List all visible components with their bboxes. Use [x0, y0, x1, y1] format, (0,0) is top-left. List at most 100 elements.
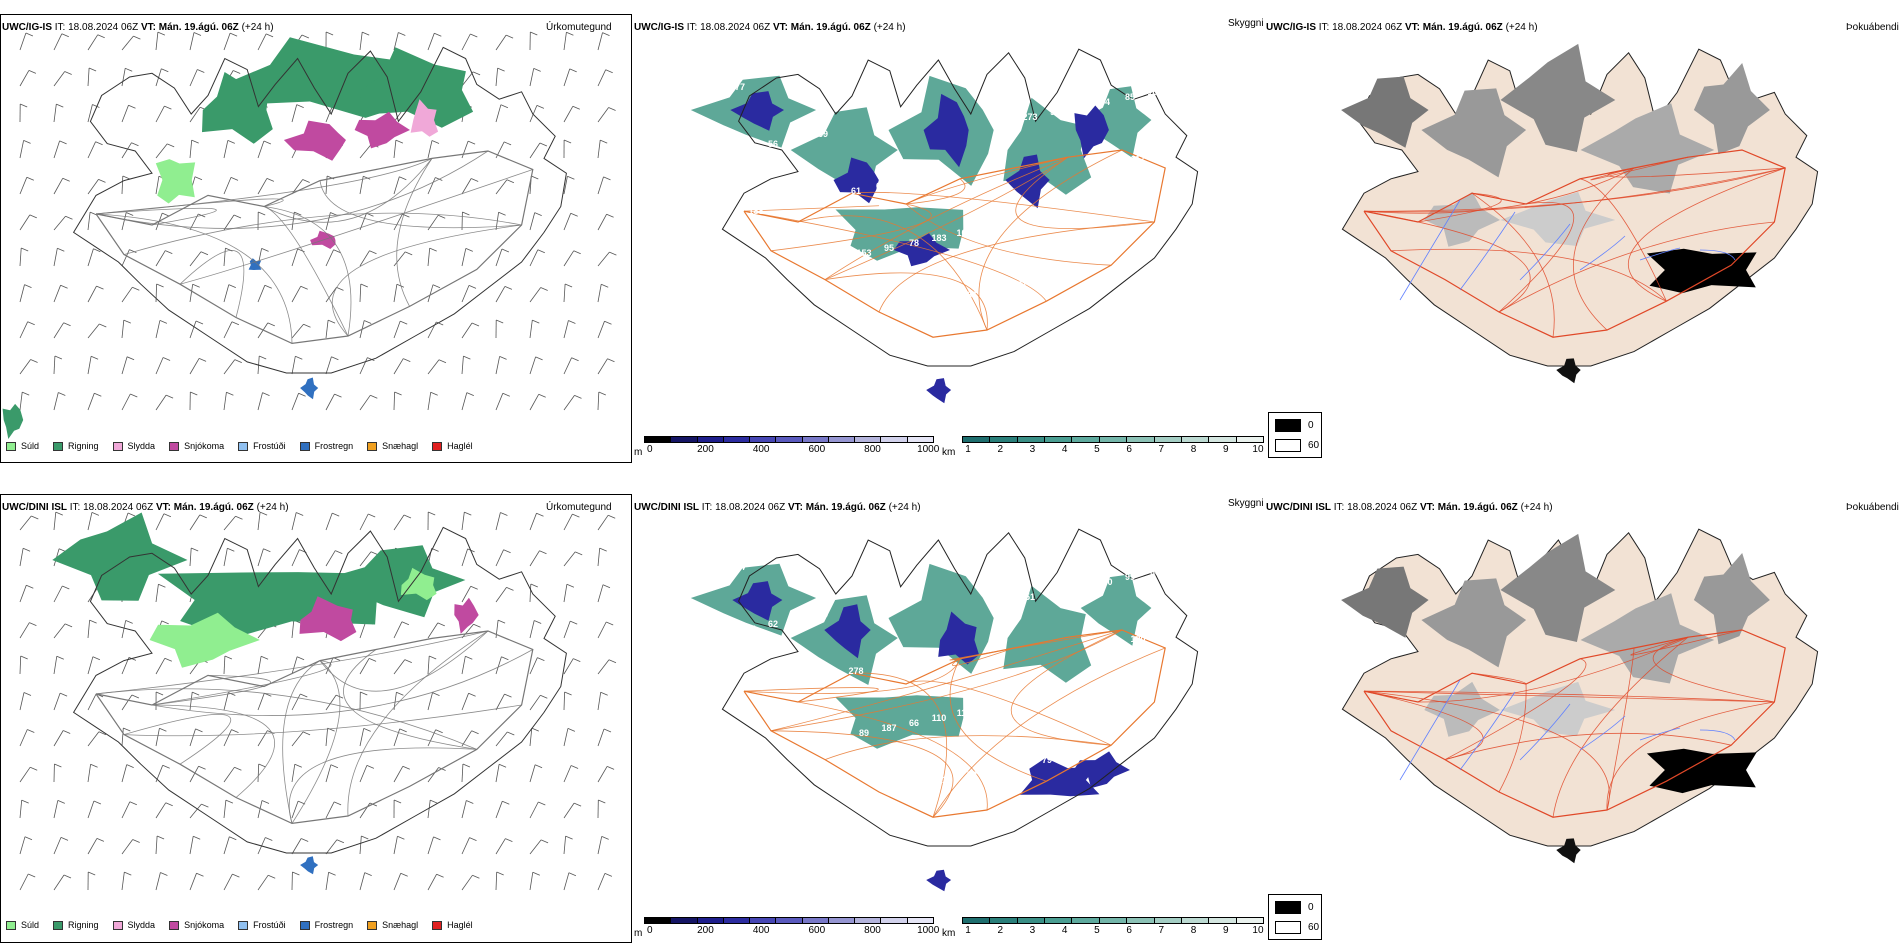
wind-barb [155, 105, 165, 123]
wind-barb [563, 620, 571, 639]
wind-barb-flag [468, 692, 476, 697]
wind-barb-flag [164, 657, 172, 662]
visibility-value: 51 [826, 191, 836, 201]
visibility-value: 102 [1147, 87, 1162, 97]
wind-barb [563, 765, 572, 783]
wind-barb [325, 801, 335, 819]
model-label: UWC/IG-IS [1266, 22, 1316, 33]
scale-swatch [963, 918, 991, 923]
ceiling-scale-1: 0 200 400 600 800 1000 [644, 436, 939, 455]
wind-barb-flag [531, 727, 539, 732]
wind-barb-flag [600, 691, 608, 696]
wind-barb [19, 655, 22, 675]
visibility-value: 64 [735, 562, 745, 572]
wind-barb [461, 140, 469, 159]
init-time: IT: 18.08.2024 06Z [1333, 502, 1418, 513]
precip-title-2: Úrkomutegund [546, 502, 612, 513]
scale-swatch [828, 437, 856, 442]
visibility-value: 62 [768, 619, 778, 629]
legend-swatch [432, 920, 443, 930]
wind-barb-flag [229, 32, 238, 37]
wind-barb [359, 765, 368, 783]
ring-road [743, 149, 1166, 338]
road [288, 747, 477, 824]
wind-barb-flag [292, 871, 300, 876]
wind-barb-flag [536, 512, 544, 517]
wind-barb-flag [130, 393, 138, 398]
scale-tick: 8 [1190, 444, 1197, 455]
wind-barb [461, 285, 470, 303]
wind-barb [291, 323, 304, 339]
wind-barb-flag [301, 34, 310, 39]
wind-barb [563, 176, 568, 195]
wind-barb [427, 177, 436, 195]
wind-barb-flag [504, 286, 513, 290]
legend-label: Frostúði [253, 920, 286, 930]
legend-label: Slydda [127, 441, 156, 451]
scale-bar [962, 917, 1264, 924]
road [263, 206, 349, 337]
cloud-title-2: Skyggni [1228, 498, 1264, 509]
wind-barb-flag [20, 655, 28, 660]
fog-area [1693, 63, 1770, 155]
wind-barb-flag [368, 658, 377, 662]
fog-area [1421, 578, 1527, 668]
wind-barb-flag [165, 802, 173, 807]
legend-label: Snjókoma [184, 441, 225, 451]
wind-barb [189, 873, 197, 891]
wind-barb-flag [231, 729, 239, 733]
wind-barb-flag [563, 139, 572, 144]
legend-swatch [299, 441, 310, 451]
wind-barb [257, 178, 268, 195]
wind-barb [563, 513, 573, 531]
wind-barb [393, 251, 406, 267]
wind-barb-flag [471, 730, 479, 735]
road [952, 647, 1015, 666]
wind-barb-flag [124, 871, 132, 876]
fog-map-2 [1341, 528, 1819, 864]
wind-barb-flag [433, 836, 441, 841]
wind-barb-flag [570, 212, 578, 217]
wind-barb-flag [401, 621, 410, 626]
scale-swatch [1127, 918, 1155, 923]
visibility-value: 54 [1100, 97, 1110, 107]
wind-barb [291, 620, 295, 639]
wind-barb-flag [234, 359, 242, 363]
wind-barb-flag [605, 69, 613, 74]
wind-barb-flag [468, 285, 477, 289]
wind-barb-flag [438, 359, 447, 364]
visibility-value: 61 [851, 186, 861, 196]
wind-barb [529, 620, 535, 639]
wind-barb [189, 32, 195, 51]
valid-time: VT: Mán. 19.ágú. 06Z [140, 22, 239, 33]
rain-area [358, 47, 474, 128]
wind-barb [291, 248, 298, 267]
wind-barb-flag [403, 358, 411, 362]
road [331, 224, 522, 337]
road [95, 198, 284, 215]
road [1652, 636, 1775, 703]
road [1579, 178, 1667, 302]
wind-barb [325, 764, 332, 783]
wind-barb [19, 692, 25, 711]
wind-barb-flag [295, 355, 303, 360]
wind-barb [461, 248, 467, 267]
visibility-areas [690, 563, 1152, 892]
road [797, 701, 988, 811]
wind-barb-flag [564, 283, 573, 288]
river [1699, 249, 1736, 261]
wind-barb-flag [64, 71, 72, 75]
scale-ticks: 1 2 3 4 5 6 7 8 9 10 [962, 924, 1264, 936]
visibility-value: 73 [901, 176, 911, 186]
wind-barb-flag [96, 838, 105, 842]
wind-barb [121, 142, 132, 159]
road [743, 658, 961, 694]
wind-barb-flag [437, 622, 445, 627]
wind-barb [563, 283, 566, 303]
road [263, 158, 433, 223]
ceiling-area [1073, 751, 1130, 789]
wind-barb-flag [58, 392, 66, 396]
wind-barb-flag [540, 287, 548, 291]
wind-barb-flag [598, 391, 606, 396]
visibility-value: 71 [984, 223, 994, 233]
